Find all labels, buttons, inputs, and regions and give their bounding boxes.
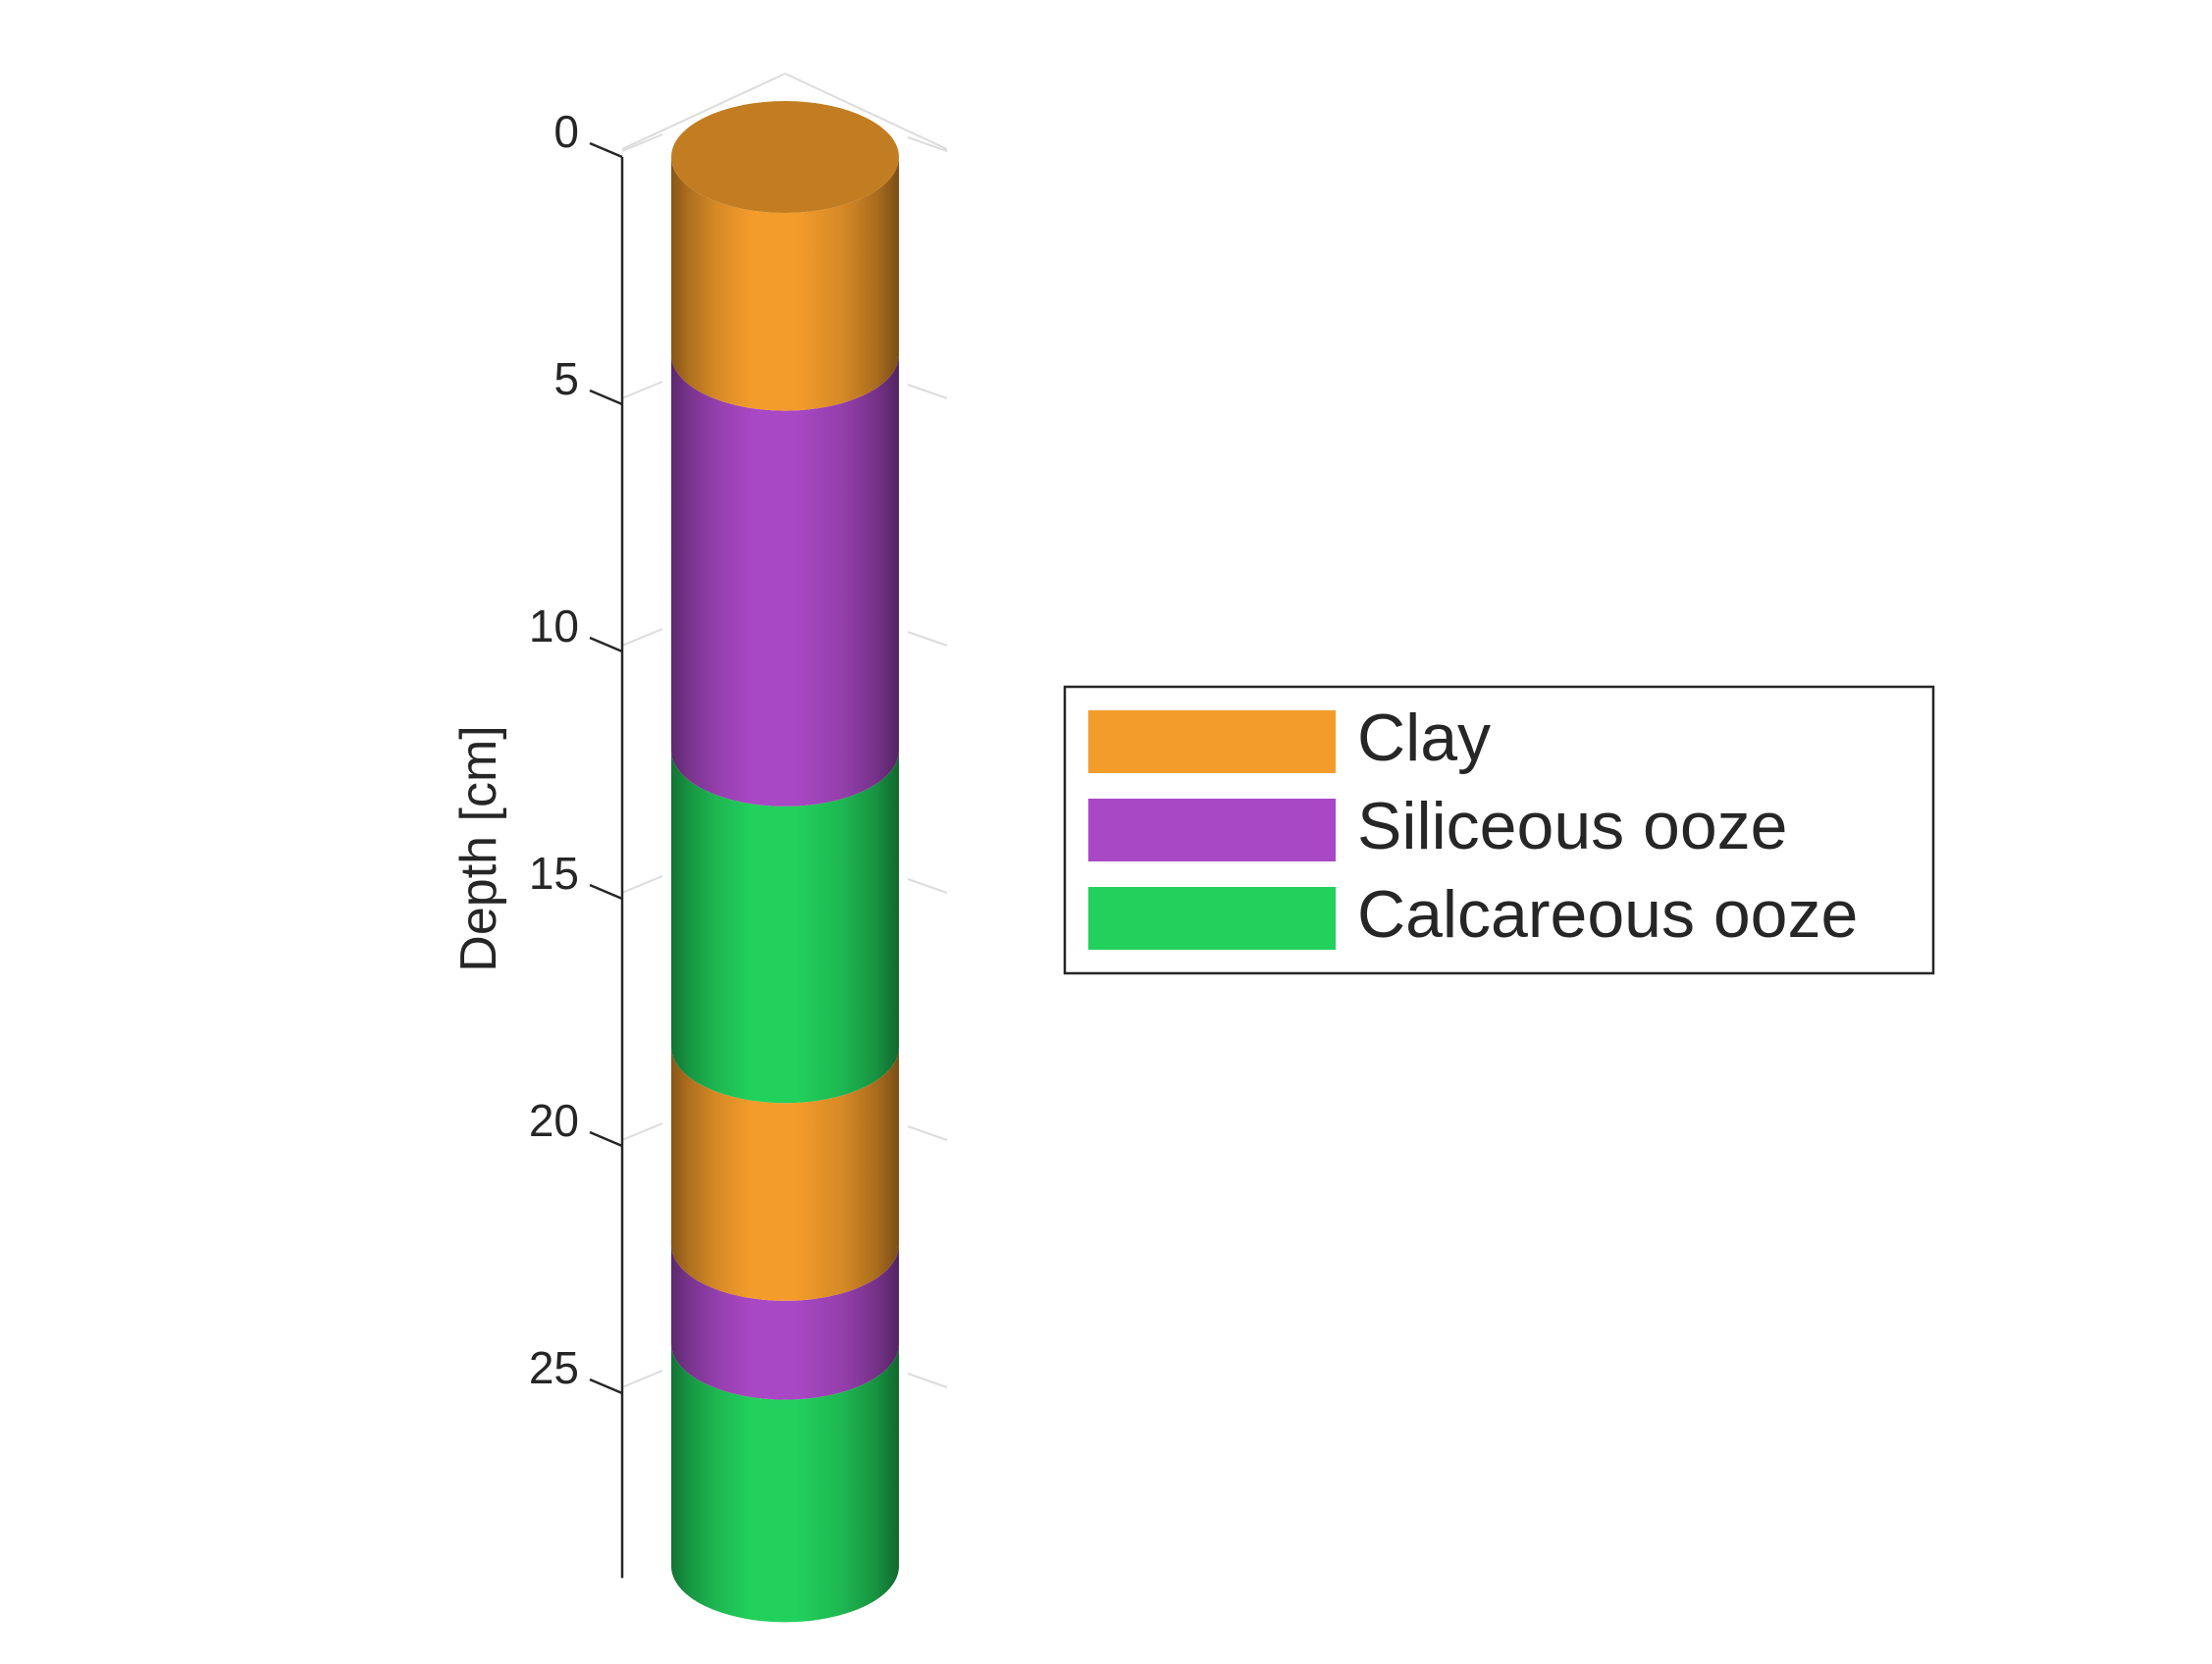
tick-label: 15 xyxy=(529,848,579,899)
tick-mark xyxy=(589,883,623,901)
grid-line xyxy=(907,878,948,894)
tick-mark xyxy=(589,1130,623,1148)
grid-line xyxy=(621,875,663,894)
sediment-core xyxy=(671,101,899,1623)
layer-calcareous-ooze xyxy=(671,750,899,1104)
layer-calcareous-ooze xyxy=(671,1343,899,1623)
legend-label: Clay xyxy=(1357,701,1491,775)
tick-label: 20 xyxy=(529,1095,579,1146)
grid-line xyxy=(907,136,948,152)
tick-label: 0 xyxy=(553,106,579,157)
core-top-cap xyxy=(671,101,899,213)
y-axis-label: Depth [cm] xyxy=(450,725,507,971)
tick-label: 25 xyxy=(529,1342,579,1393)
tick-label: 5 xyxy=(553,353,579,404)
grid-lines xyxy=(621,73,948,1388)
legend-swatch xyxy=(1088,710,1336,773)
tick-mark xyxy=(589,141,623,159)
grid-line xyxy=(907,1373,948,1388)
legend-swatch xyxy=(1088,799,1336,861)
layer-siliceous-ooze xyxy=(671,354,899,806)
grid-line xyxy=(784,73,948,150)
grid-line xyxy=(621,133,663,152)
grid-line xyxy=(621,628,663,647)
tick-mark xyxy=(589,636,623,653)
grid-line xyxy=(907,1125,948,1141)
layer-clay xyxy=(671,1047,899,1301)
layer-siliceous-ooze xyxy=(671,1244,899,1400)
tick-label: 10 xyxy=(529,600,579,651)
layer-clay xyxy=(671,157,899,411)
grid-line xyxy=(621,73,786,150)
legend: Clay Siliceous ooze Calcareous ooze xyxy=(1063,685,1935,975)
legend-label: Calcareous ooze xyxy=(1357,877,1858,952)
grid-line xyxy=(621,381,663,399)
legend-label: Siliceous ooze xyxy=(1357,789,1787,863)
grid-line xyxy=(621,1370,663,1388)
tick-mark xyxy=(589,389,623,406)
grid-line xyxy=(621,1122,663,1141)
grid-line xyxy=(907,384,948,399)
depth-axis: 0 5 10 15 20 25 xyxy=(529,106,624,1579)
tick-mark xyxy=(589,1378,623,1395)
legend-swatch xyxy=(1088,887,1336,950)
grid-line xyxy=(907,631,948,647)
